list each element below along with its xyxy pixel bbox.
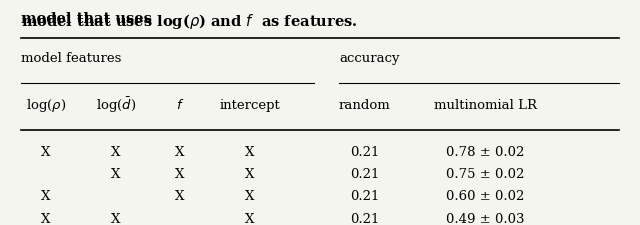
Text: 0.49 ± 0.03: 0.49 ± 0.03	[447, 213, 525, 225]
Text: accuracy: accuracy	[339, 52, 399, 65]
Text: 0.21: 0.21	[350, 213, 380, 225]
Text: X: X	[42, 146, 51, 159]
Text: 0.21: 0.21	[350, 168, 380, 181]
Text: X: X	[175, 146, 184, 159]
Text: 0.75 ± 0.02: 0.75 ± 0.02	[447, 168, 525, 181]
Text: 0.21: 0.21	[350, 146, 380, 159]
Text: model features: model features	[20, 52, 121, 65]
Text: X: X	[111, 146, 121, 159]
Text: X: X	[42, 213, 51, 225]
Text: model that uses log($\rho$) and $f$  as features.: model that uses log($\rho$) and $f$ as f…	[20, 11, 357, 31]
Text: 0.78 ± 0.02: 0.78 ± 0.02	[447, 146, 525, 159]
Text: X: X	[245, 168, 255, 181]
Text: 0.60 ± 0.02: 0.60 ± 0.02	[447, 190, 525, 203]
Text: intercept: intercept	[220, 99, 280, 112]
Text: 0.21: 0.21	[350, 190, 380, 203]
Text: model that uses: model that uses	[20, 11, 157, 26]
Text: X: X	[245, 146, 255, 159]
Text: X: X	[175, 168, 184, 181]
Text: X: X	[245, 190, 255, 203]
Text: X: X	[175, 190, 184, 203]
Text: X: X	[111, 168, 121, 181]
Text: $f$: $f$	[175, 98, 184, 112]
Text: X: X	[42, 190, 51, 203]
Text: log($\rho$): log($\rho$)	[26, 97, 66, 114]
Text: X: X	[111, 213, 121, 225]
Text: X: X	[245, 213, 255, 225]
Text: log($\bar{d}$): log($\bar{d}$)	[96, 95, 136, 115]
Text: multinomial LR: multinomial LR	[434, 99, 537, 112]
Text: random: random	[339, 99, 390, 112]
